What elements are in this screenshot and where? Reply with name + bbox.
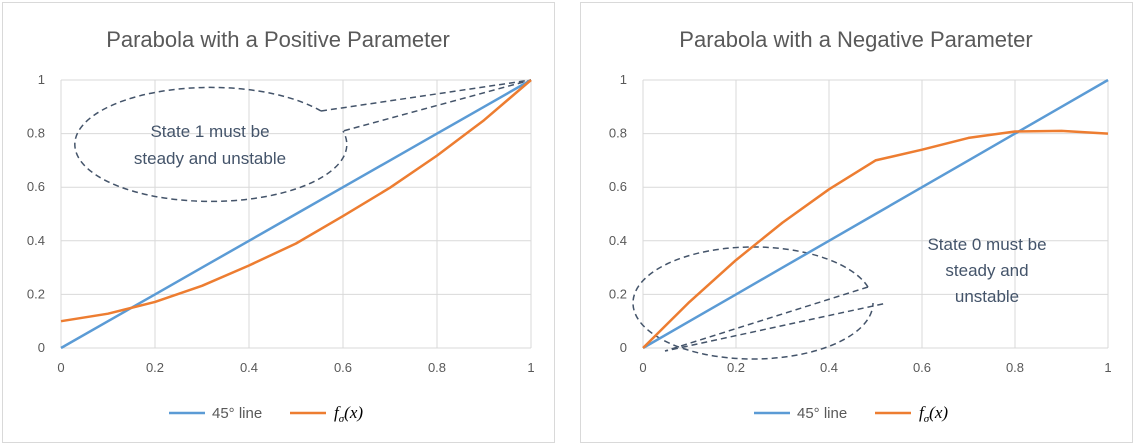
y-tick-label: 0.4 [27, 233, 45, 248]
y-tick-label: 0 [38, 340, 45, 355]
x-tick-label: 0 [639, 360, 646, 375]
legend-label-fsigma: fσ(x) [334, 403, 363, 425]
y-tick-label: 0.8 [27, 126, 45, 141]
legend: 45° line fσ(x) [754, 403, 948, 425]
x-tick-label: 0 [57, 360, 64, 375]
x-tick-label: 0.6 [334, 360, 352, 375]
series-line-fsigma [60, 79, 532, 323]
y-tick-label: 0.6 [27, 179, 45, 194]
legend: 45° line fσ(x) [169, 403, 363, 425]
y-tick-label: 0 [620, 340, 627, 355]
x-tick-label: 0.4 [240, 360, 258, 375]
x-tick-label: 0.8 [428, 360, 446, 375]
chart-panel-negative: Parabola with a Negative Parameter 0 0.2 0… [580, 2, 1133, 443]
chart-panel-positive: Parabola with a Positive Parameter 0 0.2 0… [2, 2, 555, 443]
y-tick-label: 0.2 [27, 286, 45, 301]
callout-bubble [632, 246, 874, 360]
y-tick-label: 0.4 [609, 233, 627, 248]
legend-label-45-line: 45° line [797, 405, 847, 422]
chart-title: Parabola with a Positive Parameter [106, 27, 450, 52]
x-tick-label: 1 [1104, 360, 1111, 375]
series-line-45-degree [60, 78, 532, 350]
y-tick-label: 1 [620, 72, 627, 87]
callout-text-line: State 1 must be [150, 122, 269, 141]
chart-title: Parabola with a Negative Parameter [679, 27, 1032, 52]
x-tick-label: 0.6 [913, 360, 931, 375]
y-tick-label: 0.6 [609, 179, 627, 194]
x-tick-label: 0.8 [1006, 360, 1024, 375]
callout-text-line: State 0 must be [927, 235, 1046, 254]
series-line-fsigma [642, 129, 1109, 349]
chart-positive: Parabola with a Positive Parameter 0 0.2 0… [27, 27, 535, 425]
legend-label-45-line: 45° line [212, 405, 262, 422]
x-tick-label: 1 [527, 360, 534, 375]
callout-text-line: steady and [945, 261, 1028, 280]
y-tick-label: 0.2 [609, 286, 627, 301]
x-tick-label: 0.2 [727, 360, 745, 375]
callout-text-line: unstable [955, 287, 1019, 306]
callout-text-line: steady and unstable [134, 149, 286, 168]
x-tick-label: 0.4 [820, 360, 838, 375]
legend-label-fsigma: fσ(x) [919, 403, 948, 425]
x-tick-label: 0.2 [146, 360, 164, 375]
y-tick-label: 0.8 [609, 126, 627, 141]
series-line-45-degree [642, 78, 1109, 350]
callout-pointer [664, 286, 888, 352]
callout-bubble [74, 86, 348, 203]
chart-negative: Parabola with a Negative Parameter 0 0.2 0… [609, 27, 1112, 425]
y-tick-label: 1 [38, 72, 45, 87]
